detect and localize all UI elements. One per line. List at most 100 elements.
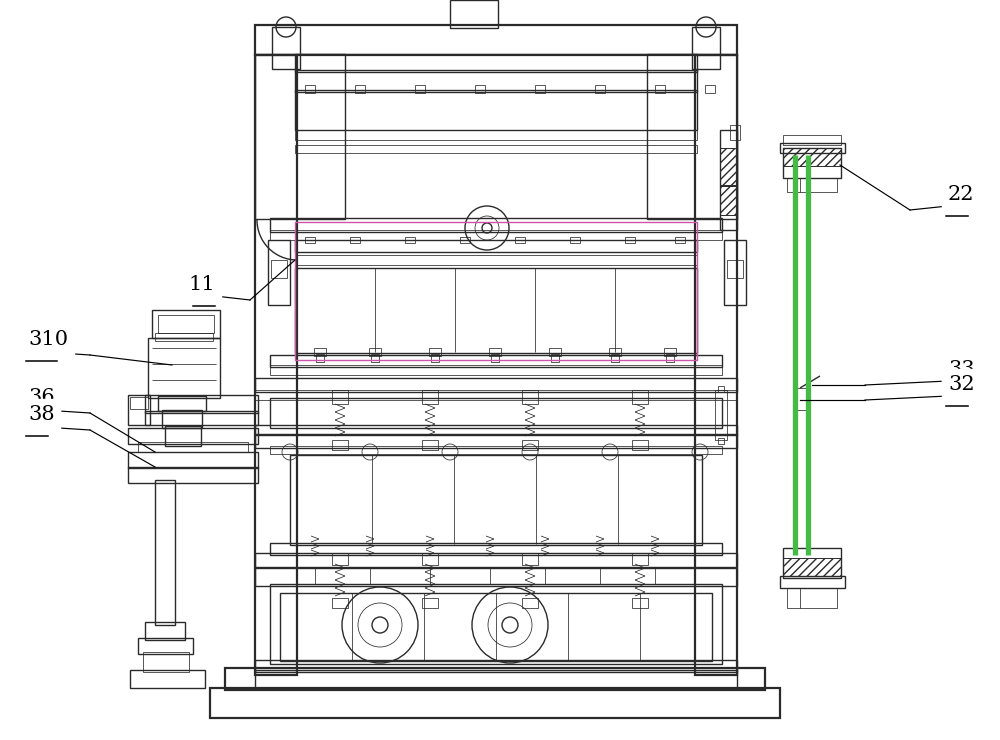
Bar [371,354,379,362]
Bar [305,85,315,93]
Bar [128,395,150,425]
Bar [551,354,559,362]
Bar [255,55,297,675]
Bar [255,568,737,586]
Bar [783,148,841,166]
Text: 22: 22 [948,185,974,204]
Bar [255,390,737,400]
Bar [165,426,201,446]
Bar [332,440,348,450]
Bar [128,428,258,444]
Bar [350,237,360,243]
Bar [522,440,538,450]
Bar [148,338,220,398]
Bar [295,130,697,140]
Bar [625,237,635,243]
Bar [255,425,737,435]
Bar [295,240,697,252]
Bar [295,268,697,353]
Bar [280,593,712,661]
Bar [355,85,365,93]
Bar [727,260,743,278]
Bar [422,440,438,450]
Bar [305,237,315,243]
Bar [522,598,538,608]
Bar [611,354,619,362]
Bar [787,588,837,608]
Bar [332,390,348,404]
Bar [429,348,441,356]
Bar [664,348,676,356]
Bar [450,0,498,28]
Text: 38: 38 [28,405,55,424]
Bar [145,411,258,425]
Bar [515,237,525,243]
Bar [255,434,737,448]
Bar [655,85,665,93]
Bar [295,255,697,265]
Bar [225,668,765,690]
Bar [632,553,648,565]
Bar [475,85,485,93]
Bar [314,348,326,356]
Bar [295,222,697,360]
Bar [431,354,439,362]
Bar [783,548,841,578]
Bar [270,446,722,454]
Bar [295,145,697,153]
Bar [145,622,185,640]
Bar [270,355,722,367]
Bar [570,237,580,243]
Bar [489,348,501,356]
Bar [295,70,697,92]
Text: 310: 310 [28,330,68,349]
Bar [270,218,722,232]
Bar [130,670,205,688]
Bar [780,143,845,153]
Bar [783,148,841,178]
Bar [130,397,148,409]
Bar [270,398,722,428]
Bar [705,85,715,93]
Bar [632,390,648,404]
Bar [724,240,746,305]
Bar [787,178,837,192]
Bar [715,390,727,440]
Bar [422,598,438,608]
Bar [138,638,193,654]
Bar [795,388,810,410]
Bar [270,584,722,664]
Bar [268,240,290,305]
Text: 32: 32 [948,375,975,394]
Bar [695,55,737,675]
Bar [270,230,722,240]
Bar [162,410,202,428]
Bar [632,598,648,608]
Bar [290,455,702,545]
Bar [255,660,737,672]
Bar [609,348,621,356]
Bar [155,480,175,625]
Bar [255,553,737,567]
Bar [369,348,381,356]
Bar [535,85,545,93]
Bar [730,125,740,140]
Bar [675,237,685,243]
Bar [295,54,697,72]
Bar [128,452,258,468]
Bar [210,688,780,718]
Bar [522,390,538,404]
Bar [270,365,722,375]
Bar [316,354,324,362]
Bar [152,310,220,338]
Bar [549,348,561,356]
Bar [780,576,845,588]
Bar [158,315,214,333]
Bar [255,54,345,219]
Bar [422,553,438,565]
Text: 11: 11 [188,275,215,294]
Bar [270,543,722,555]
Bar [255,25,737,55]
Bar [491,354,499,362]
Bar [128,467,258,483]
